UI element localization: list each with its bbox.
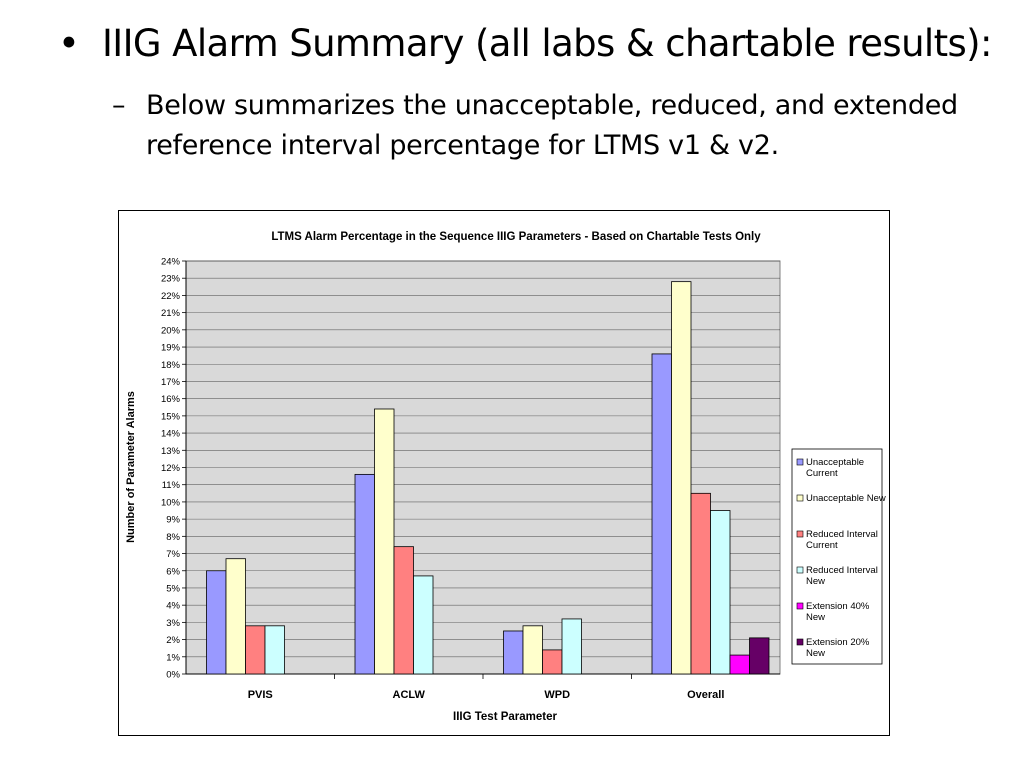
x-tick-label: WPD xyxy=(544,689,570,701)
y-tick-label: 19% xyxy=(161,343,181,354)
x-tick-label: Overall xyxy=(687,689,724,701)
y-tick-label: 14% xyxy=(161,429,181,440)
y-tick-label: 15% xyxy=(161,411,181,422)
y-tick-label: 17% xyxy=(161,377,181,388)
bar-chart: LTMS Alarm Percentage in the Sequence II… xyxy=(125,231,886,723)
bar xyxy=(503,630,524,675)
y-tick-label: 2% xyxy=(166,635,180,646)
legend-swatch xyxy=(796,494,804,502)
y-tick-label: 7% xyxy=(166,549,180,560)
legend-box xyxy=(791,448,883,665)
legend-swatch xyxy=(796,602,804,610)
bar xyxy=(225,558,246,675)
chart-title: LTMS Alarm Percentage in the Sequence II… xyxy=(271,231,761,243)
bullet-marker: • xyxy=(58,22,80,65)
y-tick-label: 5% xyxy=(166,583,180,594)
legend-label: Reduced Interval New xyxy=(806,565,878,587)
y-tick-label: 20% xyxy=(161,325,181,336)
y-tick-label: 10% xyxy=(161,497,181,508)
legend-swatch xyxy=(796,638,804,646)
legend-swatch xyxy=(796,530,804,538)
x-tick-label: PVIS xyxy=(248,689,273,701)
main-bullet-text: IIIG Alarm Summary (all labs & chartable… xyxy=(102,22,992,65)
y-tick-label: 1% xyxy=(166,652,180,663)
y-tick-label: 21% xyxy=(161,308,181,319)
sub-bullet-text: Below summarizes the unacceptable, reduc… xyxy=(146,90,958,161)
bar xyxy=(374,408,395,675)
bar xyxy=(245,625,266,675)
y-tick-label: 22% xyxy=(161,291,181,302)
y-tick-label: 23% xyxy=(161,274,181,285)
legend-label: Unacceptable New xyxy=(806,493,886,504)
legend-label: Reduced Interval Current xyxy=(806,529,878,551)
y-tick-label: 11% xyxy=(162,480,181,491)
y-tick-label: 9% xyxy=(166,515,180,526)
legend-swatch xyxy=(796,566,804,574)
chart-container: LTMS Alarm Percentage in the Sequence II… xyxy=(118,210,890,736)
y-tick-label: 0% xyxy=(166,670,180,681)
bar xyxy=(749,637,770,675)
y-axis-label: Number of Parameter Alarms xyxy=(125,391,137,543)
legend-swatch xyxy=(796,458,804,466)
y-tick-label: 18% xyxy=(161,360,181,371)
bar xyxy=(690,492,711,675)
y-tick-label: 3% xyxy=(166,618,180,629)
bar xyxy=(413,575,434,675)
y-tick-label: 8% xyxy=(166,532,180,543)
bar xyxy=(542,649,563,675)
y-tick-label: 24% xyxy=(161,257,181,268)
plot-area: 0% 1% 2% 3% 4% 5% 6% 7% 8% 9% 10% 11% 12% 13% 14% 15% 16… xyxy=(161,257,781,701)
legend-label: Extension 20% New xyxy=(806,637,870,659)
y-tick-label: 16% xyxy=(161,394,181,405)
bar xyxy=(561,618,582,675)
bar xyxy=(393,546,414,675)
bar xyxy=(206,570,227,675)
bar xyxy=(651,353,672,675)
sub-bullet-marker: – xyxy=(112,90,126,121)
y-tick-label: 13% xyxy=(161,446,181,457)
bar xyxy=(522,625,543,675)
bar xyxy=(710,510,731,675)
y-tick-label: 4% xyxy=(166,601,180,612)
y-tick-label: 6% xyxy=(166,566,180,577)
x-axis-label: IIIG Test Parameter xyxy=(453,711,557,723)
bar xyxy=(729,654,750,675)
bar xyxy=(671,281,692,675)
x-tick-label: ACLW xyxy=(393,689,426,701)
legend-label: Unacceptable Current xyxy=(806,457,864,479)
legend: Unacceptable Current Unacceptable New Reduc… xyxy=(791,448,886,665)
y-tick-label: 12% xyxy=(161,463,181,474)
legend-label: Extension 40% New xyxy=(806,601,870,623)
bar xyxy=(354,473,375,675)
bar xyxy=(264,625,285,675)
